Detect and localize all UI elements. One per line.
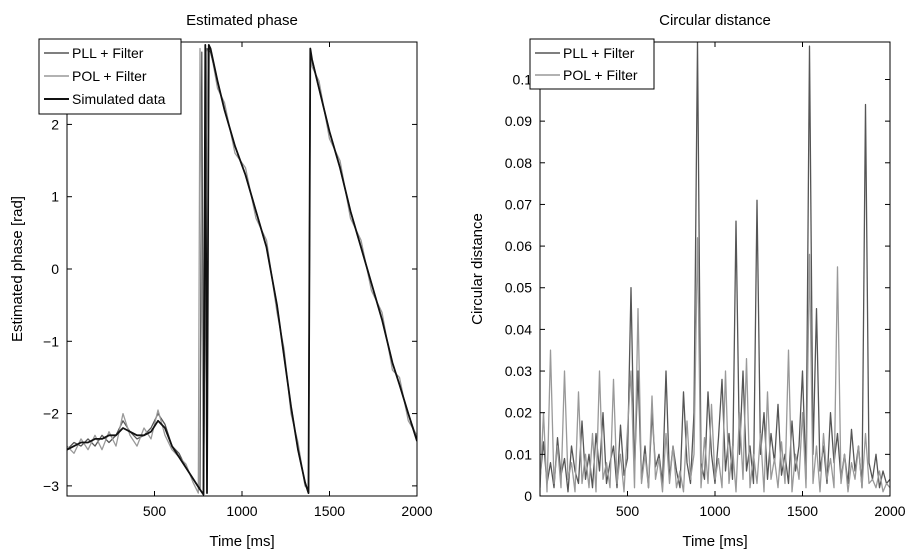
distance-chart-yticks: 0 0.01 0.02 0.03 0.04 0.05 0.06 0.07 0.08 0.09 0.1 [505,71,890,504]
phase-chart-xtick-label: 500 [143,503,167,519]
phase-chart-panel: Estimated phase 500 1000 1500 2000 −3 −2 −1 0 1… [9,12,433,550]
distance-chart-xtick-label: 1500 [787,503,818,519]
distance-chart-xtick-label: 500 [616,503,640,519]
phase-chart-ytick-label: 1 [51,189,59,205]
distance-chart-ytick-label: 0.04 [505,321,532,337]
distance-chart-title: Circular distance [659,12,771,29]
distance-chart-ytick-label: 0.1 [513,71,533,87]
distance-chart-series-line-1 [540,237,890,493]
phase-chart-ytick-label: −2 [43,406,59,422]
distance-chart-xlabel: Time [ms] [682,533,747,550]
distance-chart-legend-label-1: POL + Filter [563,67,638,83]
distance-chart-ytick-label: 0.07 [505,196,532,212]
phase-chart-xtick-label: 2000 [401,503,432,519]
distance-chart-legend: PLL + Filter POL + Filter [529,38,655,90]
phase-chart-ylabel: Estimated phase [rad] [9,196,26,342]
phase-chart-xticks: 500 1000 1500 2000 [143,42,433,519]
distance-chart-ytick-label: 0.03 [505,363,532,379]
phase-chart-series-line-1 [67,47,417,494]
distance-chart-series-line-0 [540,42,890,493]
distance-chart-ytick-label: 0.08 [505,155,532,171]
distance-chart-ylabel: Circular distance [469,213,486,325]
phase-chart-xtick-label: 1000 [226,503,257,519]
phase-chart-ytick-label: −3 [43,478,59,494]
phase-chart-ytick-label: −1 [43,333,59,349]
phase-chart-legend-label-0: PLL + Filter [72,45,144,61]
phase-chart-ytick-label: 2 [51,116,59,132]
phase-chart-legend-label-2: Simulated data [72,91,166,107]
phase-chart-legend-label-1: POL + Filter [72,68,147,84]
distance-chart-ytick-label: 0.01 [505,446,532,462]
distance-chart-panel: Circular distance 500 1000 1500 2000 00.010… [469,12,906,550]
distance-chart-legend-box [529,38,655,90]
distance-chart-series-group [540,42,890,493]
phase-chart-series-line-2 [67,44,417,496]
distance-chart-ytick-label: 0.05 [505,280,532,296]
distance-chart-xticks: 500 1000 1500 2000 [616,42,906,519]
phase-chart-legend: PLL + Filter POL + Filter Simulated data [38,38,182,115]
distance-chart-ytick-label: 0 [524,488,532,504]
distance-chart-xtick-label: 2000 [874,503,905,519]
distance-chart-ytick-label: 0.06 [505,238,532,254]
phase-chart-series-group [67,44,417,496]
phase-chart-xlabel: Time [ms] [209,533,274,550]
distance-chart-legend-label-0: PLL + Filter [563,45,635,61]
distance-chart-ytick-label: 0.02 [505,405,532,421]
phase-chart-xtick-label: 1500 [314,503,345,519]
distance-chart-xtick-label: 1000 [699,503,730,519]
phase-chart-title: Estimated phase [186,12,298,29]
phase-chart-ytick-label: 0 [51,261,59,277]
phase-chart-series-line-0 [67,47,417,494]
distance-chart-ytick-label: 0.09 [505,113,532,129]
phase-chart-yticks: −3 −2 −1 0 1 2 [43,116,417,494]
